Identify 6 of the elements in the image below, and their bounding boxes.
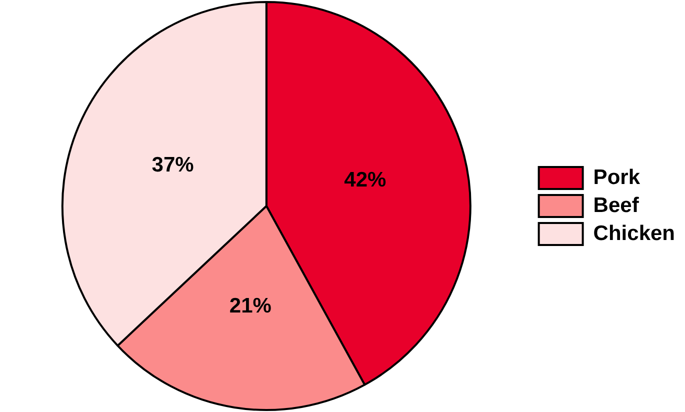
legend-label: Beef (593, 194, 640, 217)
data-label: 37% (152, 153, 194, 176)
legend-label: Pork (593, 166, 640, 189)
data-label: 21% (229, 294, 272, 318)
legend-label: Chicken (593, 222, 676, 245)
data-label: 42% (344, 168, 387, 192)
